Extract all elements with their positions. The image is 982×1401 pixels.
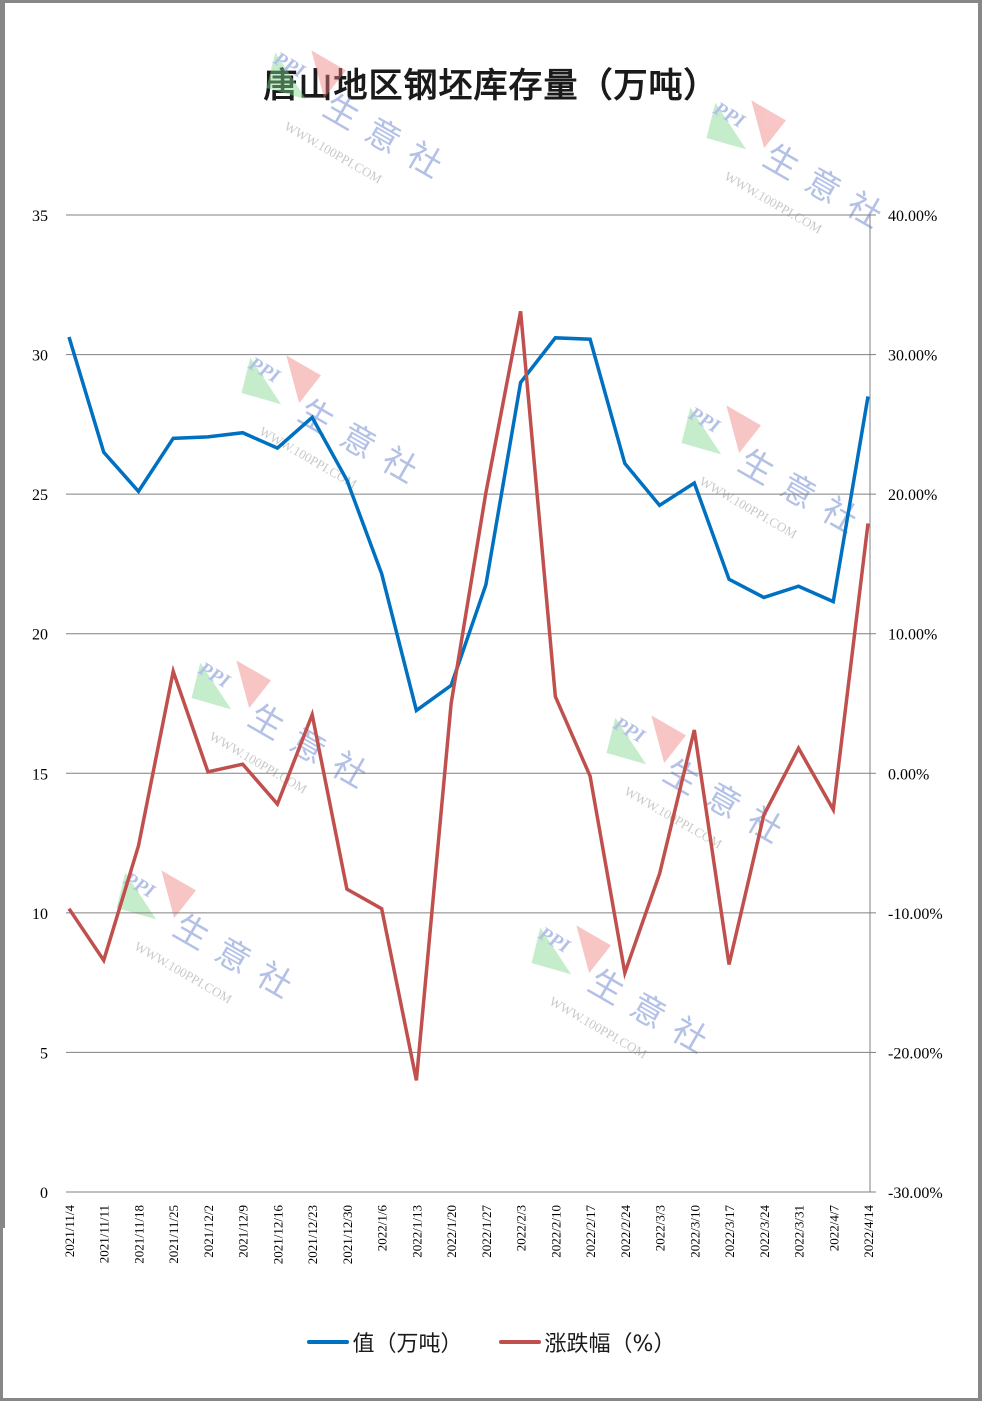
svg-text:生意社: 生意社 bbox=[317, 88, 461, 193]
svg-text:2021/11/11: 2021/11/11 bbox=[97, 1205, 112, 1263]
legend-item-value: 值（万吨） bbox=[306, 1326, 463, 1358]
svg-text:2022/1/6: 2022/1/6 bbox=[375, 1205, 390, 1252]
svg-text:0.00%: 0.00% bbox=[888, 766, 929, 783]
svg-text:20: 20 bbox=[32, 627, 48, 644]
svg-text:-10.00%: -10.00% bbox=[888, 906, 943, 923]
svg-text:0: 0 bbox=[40, 1185, 48, 1202]
x-axis-ticks: 2021/11/4 2021/11/11 2021/11/18 2021/11/25 2… bbox=[62, 1205, 876, 1265]
svg-text:10.00%: 10.00% bbox=[888, 627, 937, 644]
svg-text:2022/2/10: 2022/2/10 bbox=[548, 1205, 563, 1258]
legend-item-change: 涨跌幅（%） bbox=[498, 1326, 676, 1358]
svg-text:-20.00%: -20.00% bbox=[888, 1045, 943, 1062]
svg-text:生意社: 生意社 bbox=[582, 963, 726, 1068]
series-lines bbox=[67, 310, 870, 1081]
svg-text:生意社: 生意社 bbox=[732, 443, 876, 548]
svg-text:生意社: 生意社 bbox=[167, 908, 311, 1013]
svg-text:2022/3/10: 2022/3/10 bbox=[687, 1205, 702, 1258]
gridlines bbox=[66, 214, 876, 1193]
value-line bbox=[67, 336, 870, 714]
svg-text:2022/1/20: 2022/1/20 bbox=[444, 1205, 459, 1258]
svg-text:5: 5 bbox=[40, 1045, 48, 1062]
svg-text:2022/2/3: 2022/2/3 bbox=[514, 1205, 529, 1251]
svg-text:2021/11/25: 2021/11/25 bbox=[166, 1205, 181, 1264]
left-axis-ticks: 0 5 10 15 20 25 30 35 bbox=[32, 208, 48, 1202]
right-axis-ticks: -30.00% -20.00% -10.00% 0.00% 10.00% 20.00% 30… bbox=[888, 208, 943, 1202]
svg-text:2021/12/9: 2021/12/9 bbox=[236, 1205, 251, 1258]
svg-text:2021/11/18: 2021/11/18 bbox=[131, 1205, 146, 1264]
svg-text:30: 30 bbox=[32, 348, 48, 365]
svg-text:2022/3/31: 2022/3/31 bbox=[792, 1205, 807, 1258]
svg-text:2022/3/24: 2022/3/24 bbox=[757, 1205, 772, 1258]
frame-edge bbox=[0, 0, 5, 1228]
svg-text:2021/12/16: 2021/12/16 bbox=[270, 1205, 285, 1265]
legend: 值（万吨） 涨跌幅（%） bbox=[0, 1326, 982, 1358]
svg-text:2022/4/7: 2022/4/7 bbox=[826, 1205, 841, 1252]
legend-label-change: 涨跌幅（%） bbox=[544, 1332, 676, 1357]
svg-text:2021/12/30: 2021/12/30 bbox=[340, 1205, 355, 1264]
svg-text:25: 25 bbox=[32, 487, 48, 504]
svg-text:2021/11/4: 2021/11/4 bbox=[62, 1205, 77, 1258]
svg-text:10: 10 bbox=[32, 906, 48, 923]
svg-text:2021/12/2: 2021/12/2 bbox=[201, 1205, 216, 1258]
svg-text:2022/3/17: 2022/3/17 bbox=[722, 1205, 737, 1258]
svg-text:生意社: 生意社 bbox=[657, 753, 801, 858]
svg-text:2022/2/17: 2022/2/17 bbox=[583, 1205, 598, 1258]
svg-text:2022/3/3: 2022/3/3 bbox=[653, 1205, 668, 1251]
svg-text:15: 15 bbox=[32, 766, 48, 783]
svg-text:生意社: 生意社 bbox=[292, 393, 436, 498]
svg-text:40.00%: 40.00% bbox=[888, 208, 937, 225]
legend-label-value: 值（万吨） bbox=[352, 1332, 463, 1357]
svg-text:2022/1/27: 2022/1/27 bbox=[479, 1205, 494, 1258]
legend-swatch-red bbox=[498, 1340, 541, 1344]
svg-text:2021/12/23: 2021/12/23 bbox=[305, 1205, 320, 1264]
svg-text:35: 35 bbox=[32, 208, 48, 225]
change-line bbox=[67, 310, 870, 1081]
svg-text:生意社: 生意社 bbox=[757, 138, 901, 243]
svg-text:20.00%: 20.00% bbox=[888, 487, 937, 504]
svg-text:2022/4/14: 2022/4/14 bbox=[861, 1205, 876, 1258]
svg-text:-30.00%: -30.00% bbox=[888, 1185, 943, 1202]
svg-text:2022/1/13: 2022/1/13 bbox=[409, 1205, 424, 1258]
svg-text:30.00%: 30.00% bbox=[888, 348, 937, 365]
chart-title: 唐山地区钢坯库存量（万吨） bbox=[263, 66, 719, 106]
svg-text:2022/2/24: 2022/2/24 bbox=[618, 1205, 633, 1258]
legend-swatch-blue bbox=[306, 1340, 349, 1344]
